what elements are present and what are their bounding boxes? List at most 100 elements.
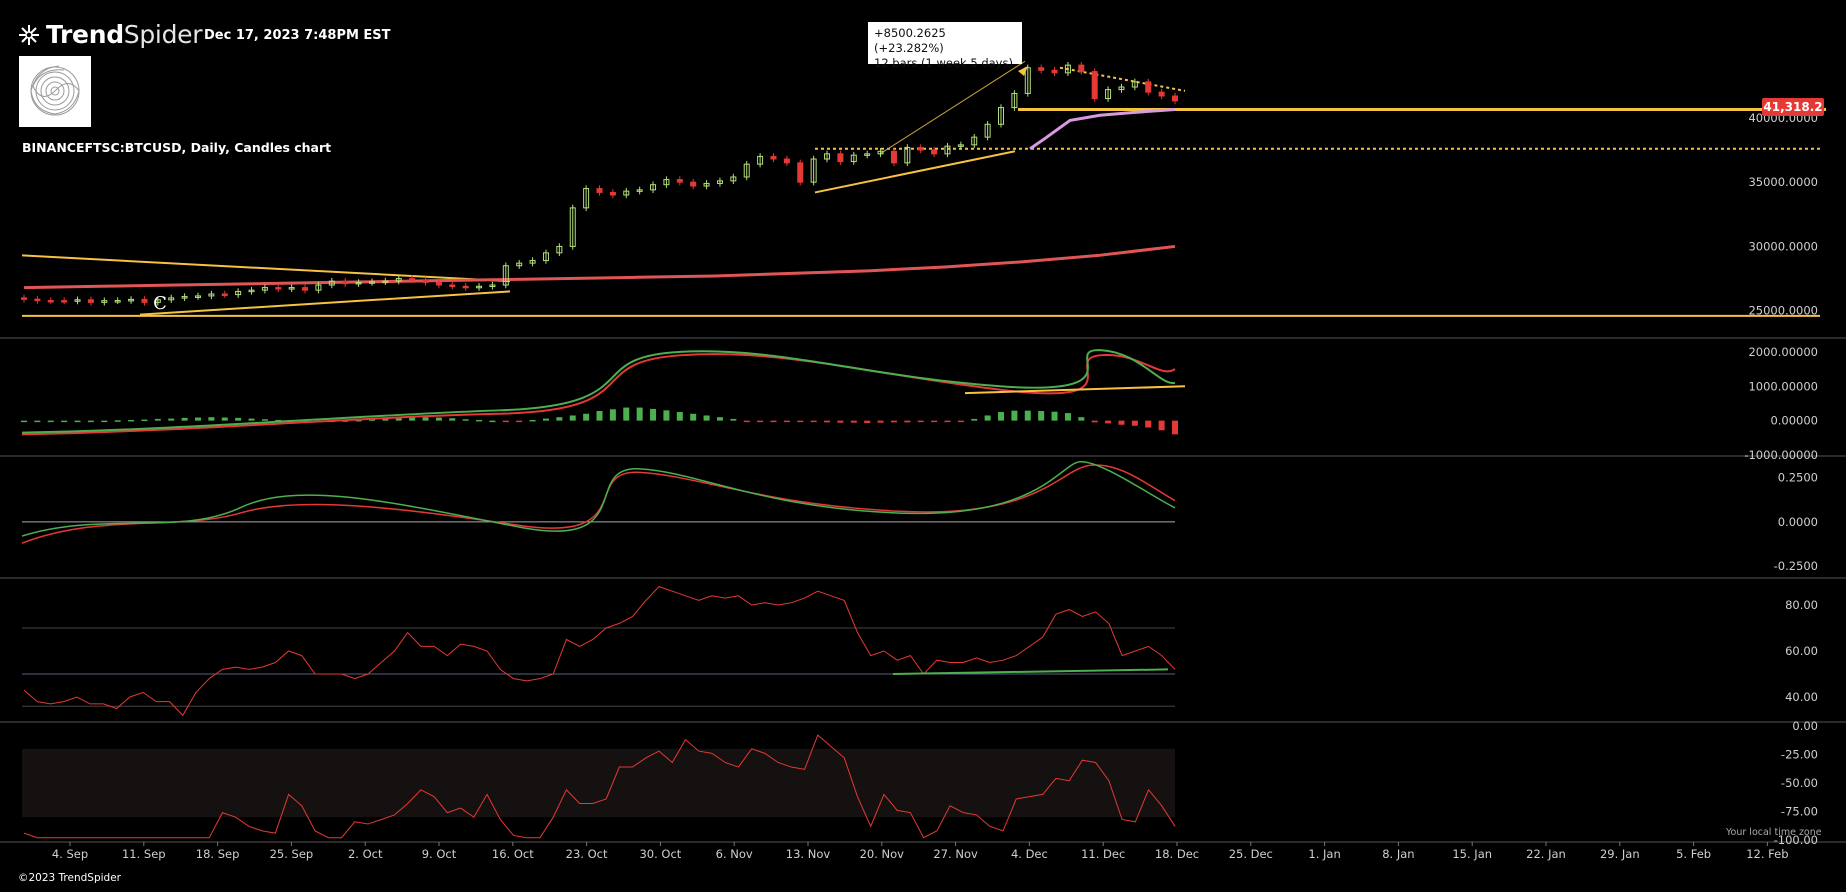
candle-body bbox=[877, 150, 884, 155]
candle-body bbox=[328, 280, 335, 286]
macd-hist-bar bbox=[757, 420, 764, 423]
macd-hist-bar bbox=[221, 417, 228, 421]
macd-hist-bar bbox=[47, 420, 54, 423]
candle-body bbox=[74, 299, 81, 302]
macd-hist-bar bbox=[1051, 411, 1058, 421]
candle-body bbox=[1078, 64, 1085, 73]
timezone-note[interactable]: Your local time zone bbox=[1726, 827, 1822, 838]
macd-hist-bar bbox=[1011, 410, 1018, 421]
macd-hist-bar bbox=[716, 417, 723, 421]
macd-hist-bar bbox=[208, 417, 215, 421]
macd-signal-line bbox=[21, 353, 1176, 436]
date-tick-label: 8. Jan bbox=[1382, 847, 1414, 861]
candle-body bbox=[757, 155, 764, 165]
macd-hist-bar bbox=[368, 419, 375, 421]
candle-body bbox=[984, 123, 991, 138]
macd-hist-bar bbox=[87, 420, 94, 423]
price-tick-label: 35000.0000 bbox=[1748, 175, 1818, 189]
date-tick-label: 6. Nov bbox=[716, 847, 753, 861]
date-tick-label: 27. Nov bbox=[933, 847, 978, 861]
macd-hist-bar bbox=[181, 417, 188, 421]
candle-body bbox=[716, 180, 723, 184]
macd-hist-bar bbox=[743, 420, 750, 423]
willr-tick-label: -100.00 bbox=[1774, 833, 1818, 847]
macd-hist-bar bbox=[971, 418, 978, 421]
macd-hist-bar bbox=[877, 420, 884, 423]
symbol-logo bbox=[19, 56, 91, 127]
macd-hist-bar bbox=[261, 419, 268, 421]
date-tick-label: 25. Dec bbox=[1229, 847, 1273, 861]
candle-body bbox=[208, 293, 215, 297]
wedge-upper-line bbox=[21, 254, 511, 283]
rising-line bbox=[814, 150, 1016, 194]
willr-tick-label: 0.00 bbox=[1792, 719, 1818, 733]
macd-hist-bar bbox=[583, 413, 590, 421]
candle-body bbox=[783, 158, 790, 164]
candle-body bbox=[676, 179, 683, 183]
macd-hist-bar bbox=[1118, 420, 1125, 425]
candle-body bbox=[476, 285, 483, 289]
candle-body bbox=[489, 284, 496, 287]
ma200-line bbox=[23, 244, 1176, 290]
candle-body bbox=[797, 162, 804, 183]
macd-hist-bar bbox=[542, 418, 549, 421]
macd-hist-bar bbox=[1105, 420, 1112, 424]
macd-hist-bar bbox=[61, 420, 68, 423]
candle-body bbox=[154, 299, 161, 303]
macd-hist-bar bbox=[409, 416, 416, 421]
osc-line bbox=[21, 461, 1176, 537]
candle-body bbox=[743, 163, 750, 178]
candle-body bbox=[355, 281, 362, 285]
macd-hist-bar bbox=[476, 419, 483, 422]
macd-hist-bar bbox=[502, 420, 509, 423]
macd-hist-bar bbox=[864, 420, 871, 424]
brand-name-rest: Spider bbox=[123, 20, 203, 49]
candle-body bbox=[516, 262, 523, 267]
macd-hist-bar bbox=[663, 410, 670, 421]
candle-body bbox=[623, 190, 630, 196]
timestamp: Dec 17, 2023 7:48PM EST bbox=[204, 28, 391, 43]
macd-hist-bar bbox=[74, 420, 81, 423]
candle-body bbox=[409, 278, 416, 281]
candle-body bbox=[1051, 69, 1058, 74]
macd-hist-bar bbox=[904, 420, 911, 423]
macd-hist-bar bbox=[609, 409, 616, 421]
macd-hist-bar bbox=[168, 418, 175, 421]
measurement-line1: +8500.2625 (+23.282%) bbox=[874, 26, 946, 55]
candle-body bbox=[957, 144, 964, 147]
macd-tick-label: -1000.00000 bbox=[1744, 448, 1818, 462]
willr-tick-label: -50.00 bbox=[1781, 776, 1818, 790]
macd-hist-bar bbox=[623, 407, 630, 421]
candle-body bbox=[382, 280, 389, 284]
candle-body bbox=[650, 184, 657, 191]
candle-body bbox=[1024, 67, 1031, 94]
date-tick-label: 13. Nov bbox=[786, 847, 831, 861]
macd-hist-bar bbox=[676, 412, 683, 421]
brand-name-bold: Trend bbox=[46, 20, 124, 49]
macd-hist-bar bbox=[850, 420, 857, 423]
macd-hist-bar bbox=[810, 420, 817, 423]
date-tick-label: 25. Sep bbox=[270, 847, 314, 861]
macd-hist-bar bbox=[449, 418, 456, 421]
macd-hist-bar bbox=[529, 419, 536, 422]
rsi-trendline bbox=[892, 668, 1169, 675]
candle-body bbox=[730, 176, 737, 182]
macd-hist-bar bbox=[395, 417, 402, 421]
candle-body bbox=[609, 191, 616, 196]
macd-hist-bar bbox=[690, 413, 697, 421]
macd-hist-bar bbox=[998, 412, 1005, 421]
candle-body bbox=[890, 150, 897, 164]
candle-body bbox=[1091, 71, 1098, 100]
willr-tick-label: -75.00 bbox=[1781, 805, 1818, 819]
macd-hist-bar bbox=[596, 411, 603, 421]
macd-hist-bar bbox=[21, 420, 27, 423]
rsi-tick-label: 60.00 bbox=[1785, 644, 1818, 658]
candle-body bbox=[583, 188, 590, 209]
candle-body bbox=[87, 299, 94, 303]
date-tick-label: 4. Sep bbox=[52, 847, 88, 861]
candle-body bbox=[931, 149, 938, 155]
candle-body bbox=[971, 136, 978, 146]
macd-hist-bar bbox=[516, 420, 523, 423]
